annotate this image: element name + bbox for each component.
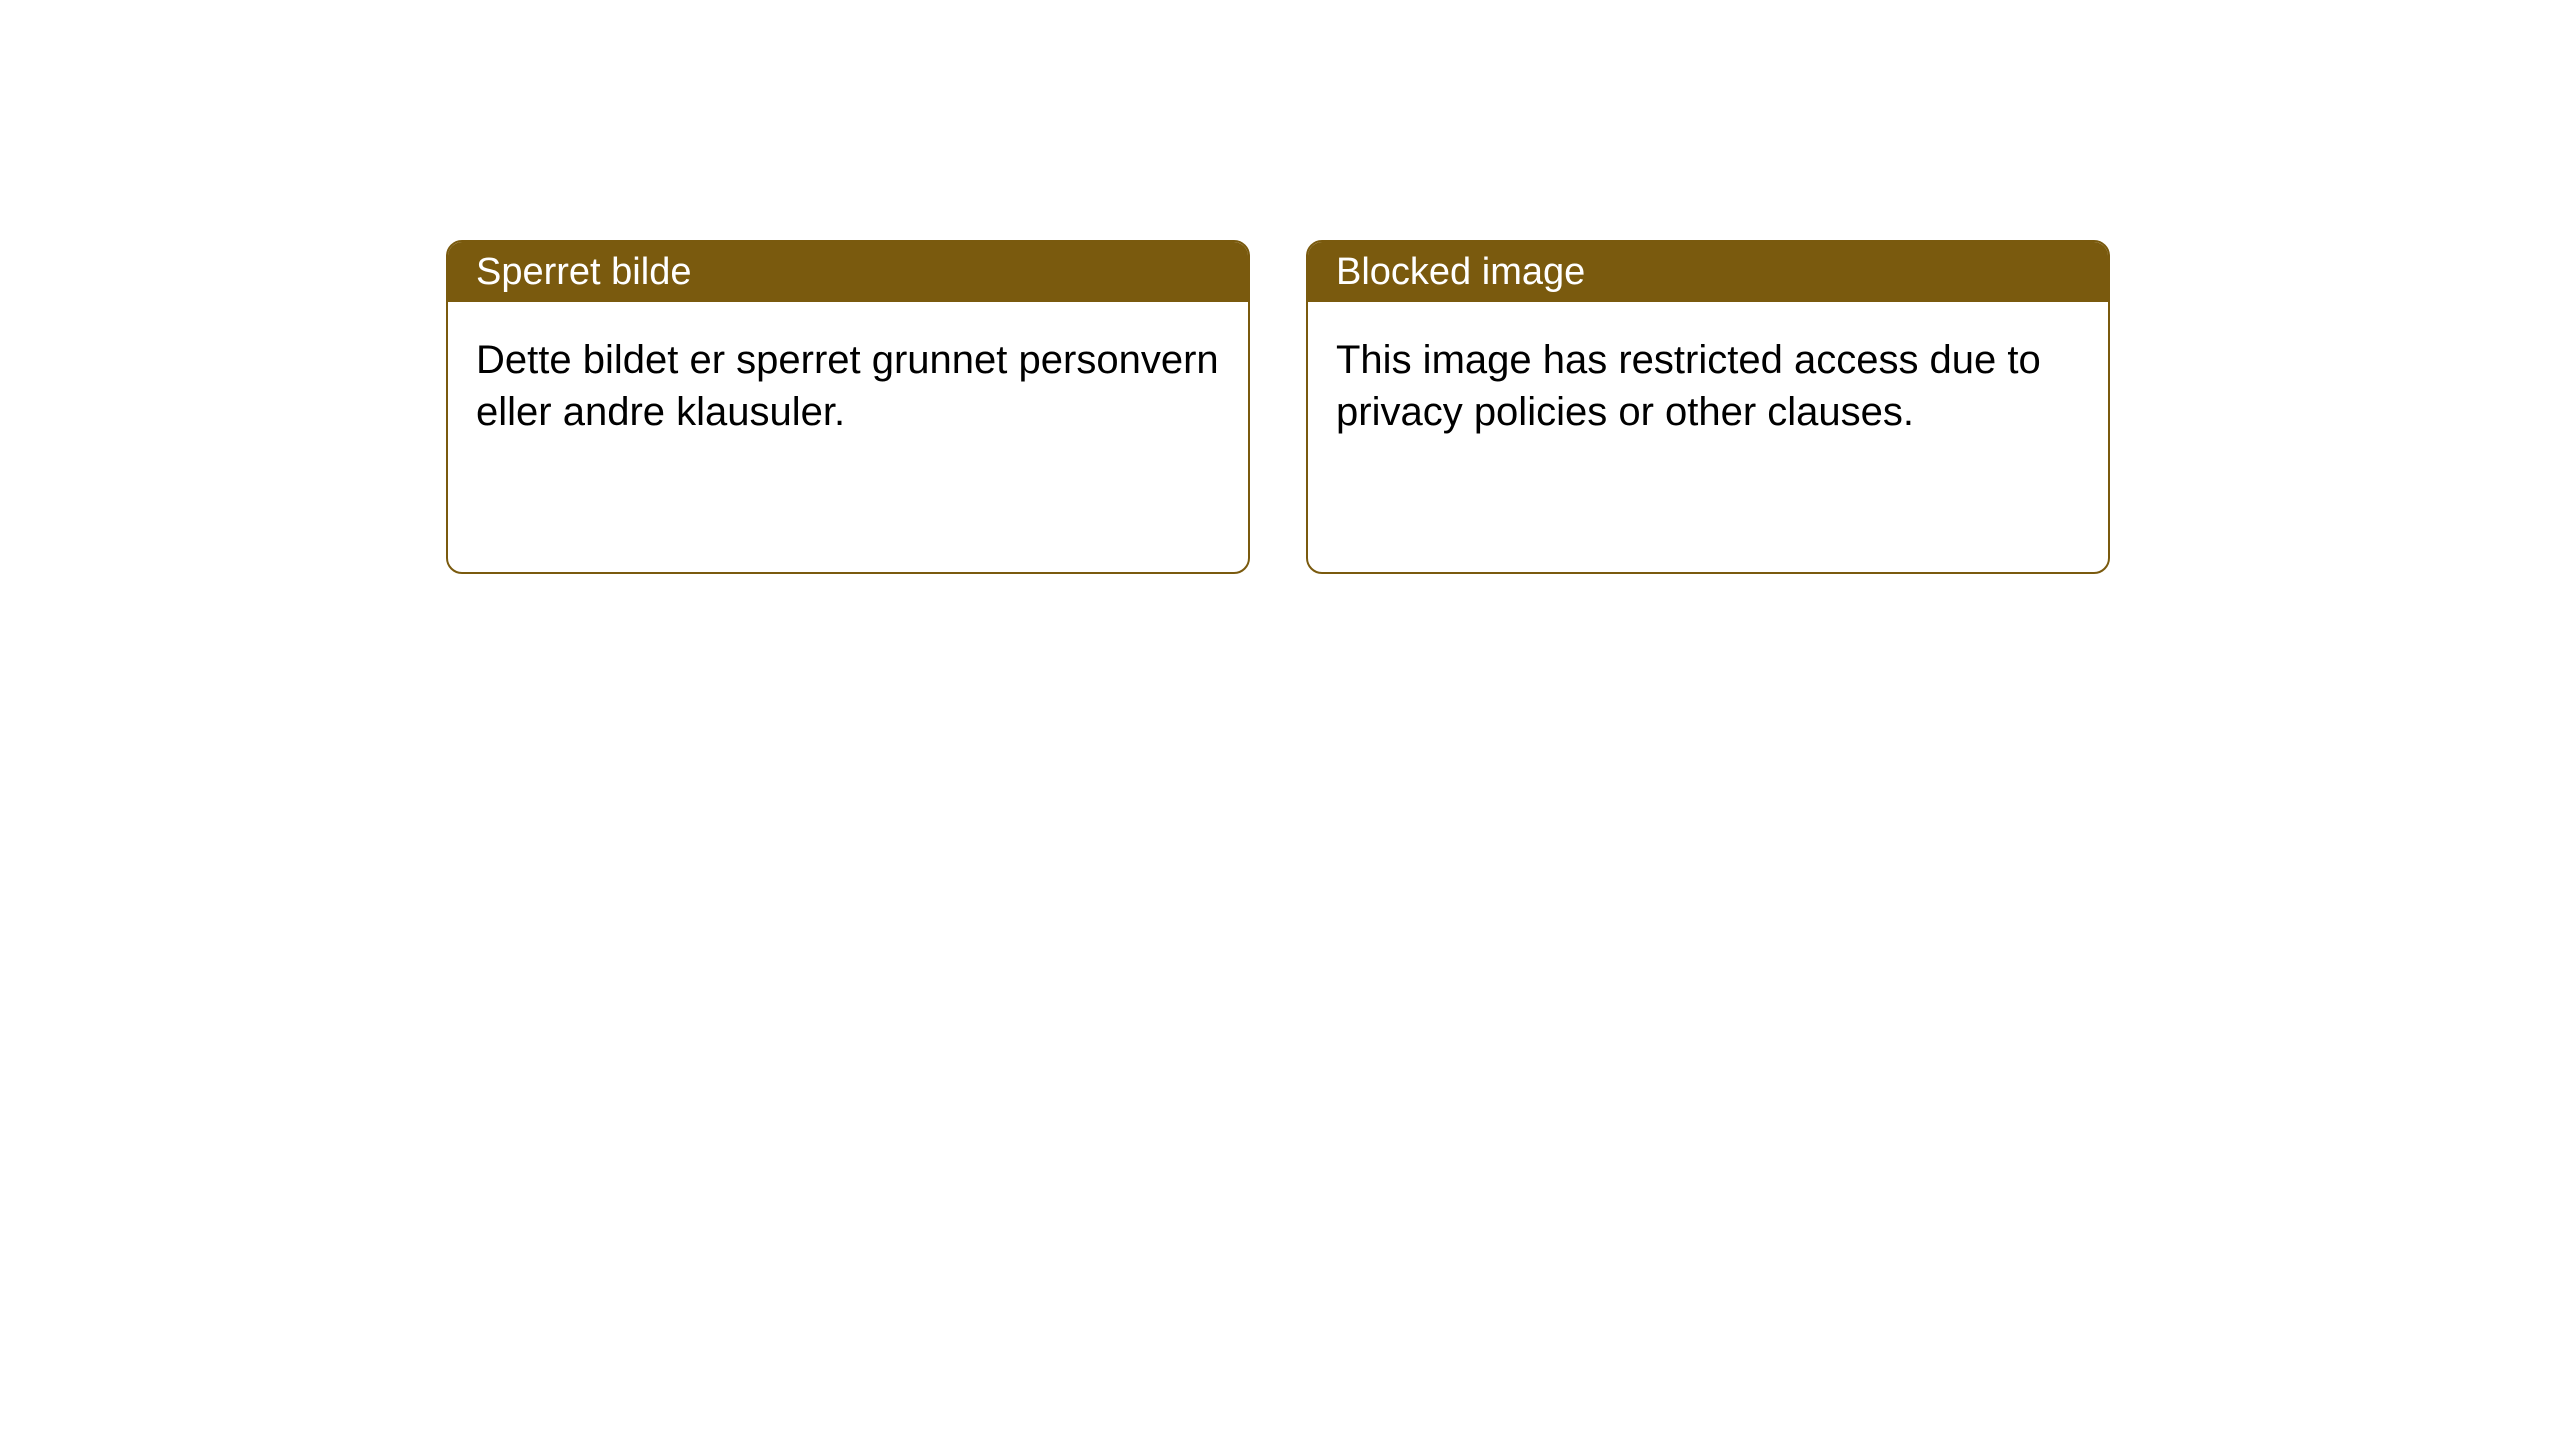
notice-container: Sperret bilde Dette bildet er sperret gr… <box>446 240 2110 574</box>
notice-title: Blocked image <box>1336 251 1585 294</box>
notice-body-text: This image has restricted access due to … <box>1336 338 2041 434</box>
notice-body-text: Dette bildet er sperret grunnet personve… <box>476 338 1219 434</box>
notice-title: Sperret bilde <box>476 251 691 294</box>
notice-box-english: Blocked image This image has restricted … <box>1306 240 2110 574</box>
notice-header: Blocked image <box>1308 242 2108 302</box>
notice-body: Dette bildet er sperret grunnet personve… <box>448 302 1248 470</box>
notice-box-norwegian: Sperret bilde Dette bildet er sperret gr… <box>446 240 1250 574</box>
notice-header: Sperret bilde <box>448 242 1248 302</box>
notice-body: This image has restricted access due to … <box>1308 302 2108 470</box>
